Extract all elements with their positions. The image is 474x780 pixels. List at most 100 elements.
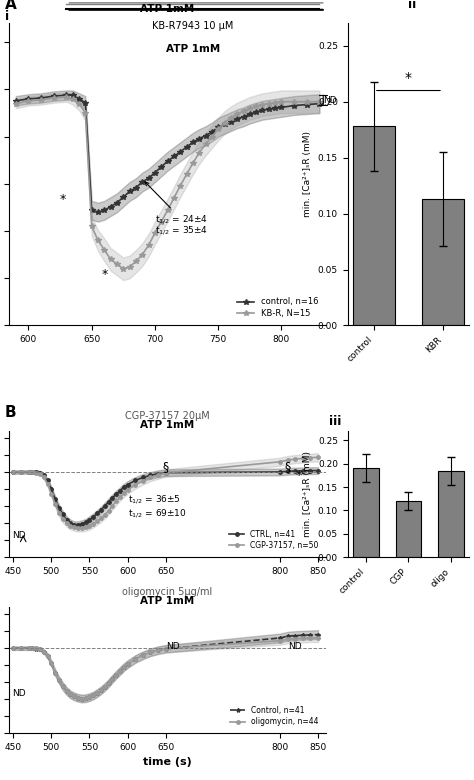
Control, n=41 (26, 644, 31, 653)
Control, n=41 (94, 689, 100, 698)
KB-R, N=15 (234, 109, 240, 119)
Text: ATP 1mM: ATP 1mM (166, 44, 220, 54)
control, n=16 (304, 100, 310, 109)
Control, n=41 (292, 631, 298, 640)
CTRL, n=41 (98, 505, 104, 515)
Text: iii: iii (329, 415, 342, 428)
CTRL, n=41 (56, 503, 62, 512)
Text: ND: ND (12, 531, 26, 541)
Text: oligomycin 5μg/ml: oligomycin 5μg/ml (122, 587, 213, 597)
oligomycin, n=44 (48, 659, 54, 668)
CGP-37157, n=50 (117, 492, 123, 502)
KB-R, N=15 (158, 217, 164, 226)
oligomycin, n=44 (109, 674, 115, 683)
control, n=16 (222, 119, 228, 129)
Control, n=41 (132, 654, 138, 664)
control, n=16 (241, 112, 246, 122)
CGP-37157, n=50 (300, 454, 306, 463)
oligomycin, n=44 (94, 689, 100, 698)
Line: control, n=16: control, n=16 (13, 92, 322, 215)
oligomycin, n=44 (45, 651, 50, 661)
CGP-37157, n=50 (72, 523, 77, 532)
CTRL, n=41 (41, 470, 46, 480)
oligomycin, n=44 (300, 633, 306, 643)
control, n=16 (158, 162, 164, 172)
CGP-37157, n=50 (60, 514, 66, 523)
CGP-37157, n=50 (26, 467, 31, 477)
Legend: control, n=16, KB-R, N=15: control, n=16, KB-R, N=15 (234, 294, 321, 321)
KB-R, N=15 (51, 94, 56, 103)
control, n=16 (272, 104, 278, 113)
CTRL, n=41 (18, 467, 24, 477)
Line: oligomycin, n=44: oligomycin, n=44 (11, 636, 320, 700)
CGP-37157, n=50 (18, 467, 24, 477)
Control, n=41 (109, 674, 115, 683)
Text: t$_{1/2}$ = 24±4: t$_{1/2}$ = 24±4 (145, 182, 208, 225)
CTRL, n=41 (52, 495, 58, 504)
CGP-37157, n=50 (163, 468, 169, 477)
CGP-37157, n=50 (56, 508, 62, 517)
Text: ATP 1mM: ATP 1mM (140, 596, 195, 606)
oligomycin, n=44 (140, 651, 146, 660)
KB-R, N=15 (26, 96, 31, 105)
control, n=16 (146, 173, 152, 183)
Bar (353, 469, 379, 557)
oligomycin, n=44 (10, 644, 16, 653)
Text: CGP-37157 20μM: CGP-37157 20μM (125, 411, 210, 421)
CTRL, n=41 (87, 515, 92, 524)
Control, n=41 (52, 668, 58, 677)
CTRL, n=41 (83, 518, 89, 527)
oligomycin, n=44 (56, 675, 62, 685)
CGP-37157, n=50 (308, 453, 313, 463)
oligomycin, n=44 (60, 682, 66, 691)
Line: Control, n=41: Control, n=41 (11, 633, 320, 700)
CGP-37157, n=50 (48, 489, 54, 498)
CTRL, n=41 (125, 480, 130, 489)
control, n=16 (209, 127, 215, 136)
KB-R, N=15 (64, 92, 69, 101)
Control, n=41 (33, 644, 39, 653)
Legend: CTRL, n=41, CGP-37157, n=50: CTRL, n=41, CGP-37157, n=50 (226, 526, 322, 553)
KB-R, N=15 (260, 100, 265, 109)
Control, n=41 (29, 644, 35, 653)
oligomycin, n=44 (87, 693, 92, 702)
control, n=16 (177, 147, 183, 157)
CTRL, n=41 (68, 519, 73, 528)
CTRL, n=41 (64, 515, 70, 524)
Text: *: * (405, 71, 412, 85)
CTRL, n=41 (121, 483, 127, 492)
CGP-37157, n=50 (68, 521, 73, 530)
Control, n=41 (56, 675, 62, 685)
control, n=16 (228, 117, 234, 126)
Control, n=41 (75, 693, 81, 703)
Text: ND: ND (289, 642, 302, 651)
control, n=16 (89, 206, 94, 215)
CGP-37157, n=50 (155, 470, 161, 480)
KB-R, N=15 (38, 95, 44, 105)
Control, n=41 (308, 630, 313, 640)
oligomycin, n=44 (26, 644, 31, 653)
CGP-37157, n=50 (132, 480, 138, 490)
Control, n=41 (37, 644, 43, 654)
CTRL, n=41 (117, 486, 123, 495)
Control, n=41 (147, 647, 153, 657)
CGP-37157, n=50 (277, 457, 283, 466)
CGP-37157, n=50 (140, 476, 146, 485)
control, n=16 (152, 168, 158, 177)
oligomycin, n=44 (285, 635, 291, 644)
control, n=16 (171, 152, 177, 161)
CGP-37157, n=50 (41, 473, 46, 482)
control, n=16 (203, 131, 209, 140)
oligomycin, n=44 (37, 644, 43, 654)
Control, n=41 (83, 693, 89, 703)
Text: KB-R7943 10 μM: KB-R7943 10 μM (152, 21, 234, 31)
oligomycin, n=44 (72, 692, 77, 701)
KB-R, N=15 (139, 250, 145, 259)
Control, n=41 (155, 646, 161, 655)
Bar (353, 126, 395, 325)
KB-R, N=15 (89, 222, 94, 231)
control, n=16 (76, 94, 82, 104)
Text: ND: ND (323, 96, 337, 105)
KB-R, N=15 (146, 240, 152, 250)
Control, n=41 (10, 644, 16, 653)
